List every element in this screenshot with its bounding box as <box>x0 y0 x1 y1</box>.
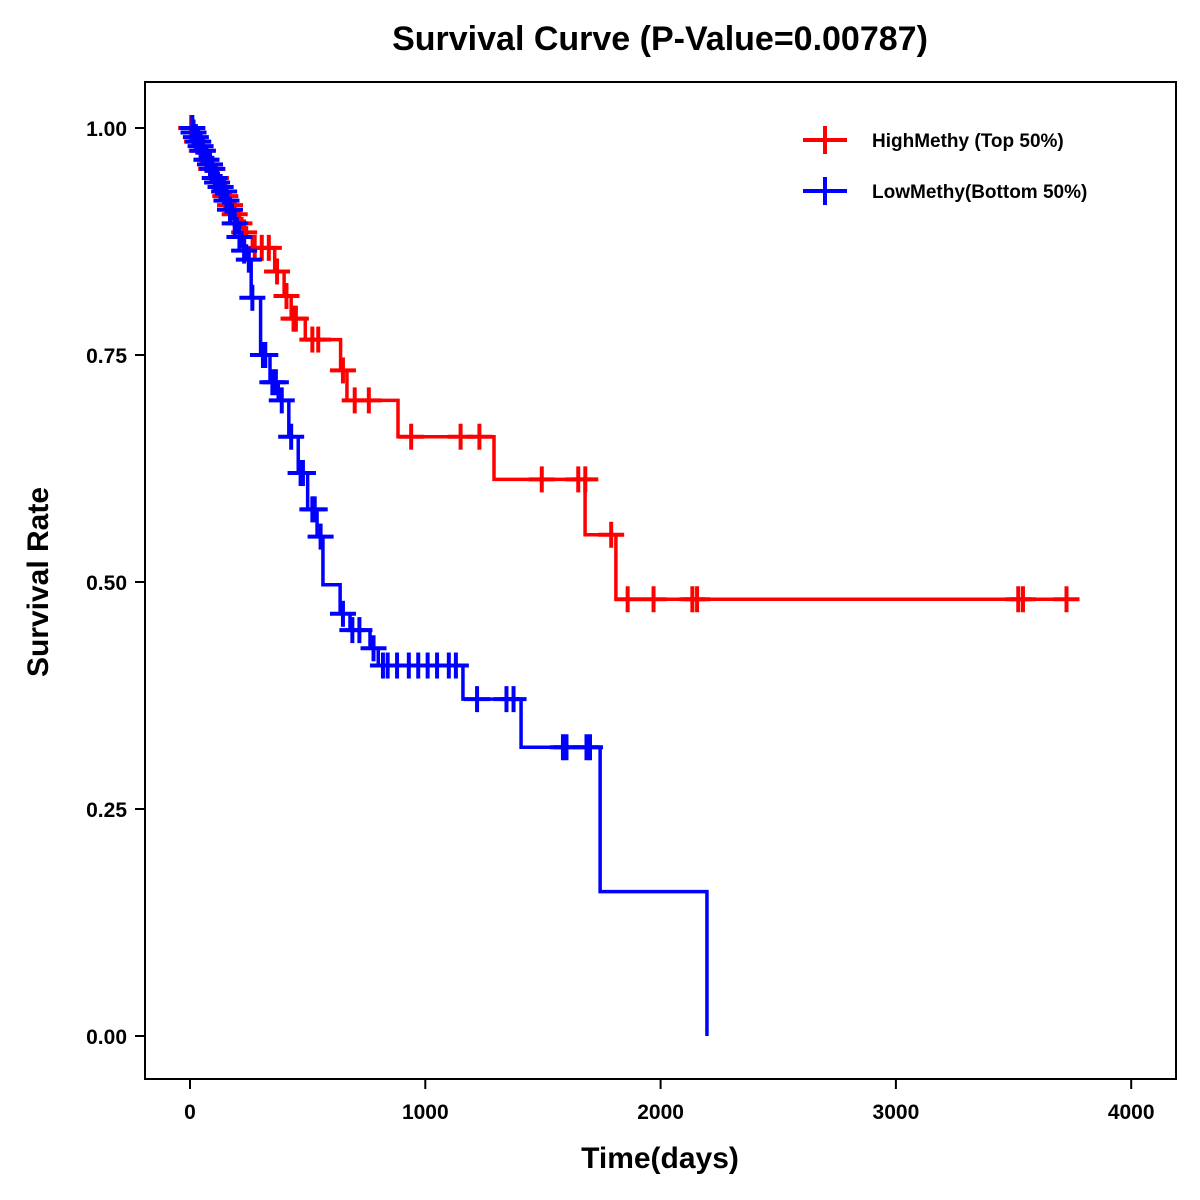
legend-label: LowMethy(Bottom 50%) <box>872 182 1087 203</box>
x-tick-label: 1000 <box>402 1101 449 1124</box>
legend-item: LowMethy(Bottom 50%) <box>803 177 1087 205</box>
x-tick-label: 3000 <box>873 1101 920 1124</box>
x-tick-label: 4000 <box>1108 1101 1155 1124</box>
x-axis-title: Time(days) <box>581 1142 739 1175</box>
y-tick-label: 0.25 <box>86 799 127 822</box>
series-lowmethy <box>179 115 709 1036</box>
x-axis: 0 1000 2000 3000 4000 <box>184 1079 1155 1124</box>
legend: HighMethy (Top 50%) LowMethy(Bottom 50%) <box>803 126 1087 205</box>
chart-title: Survival Curve (P-Value=0.00787) <box>392 20 928 58</box>
plot-frame <box>144 81 1177 1080</box>
x-tick-label: 0 <box>184 1101 196 1124</box>
x-tick-label: 2000 <box>637 1101 684 1124</box>
legend-label: HighMethy (Top 50%) <box>872 131 1064 152</box>
y-tick-label: 1.00 <box>86 118 127 141</box>
y-tick-label: 0.00 <box>86 1026 127 1049</box>
y-axis-title: Survival Rate <box>22 487 55 677</box>
series-layer <box>178 115 1080 1036</box>
survival-step-line <box>190 126 709 1036</box>
y-tick-label: 0.50 <box>86 572 127 595</box>
y-tick-label: 0.75 <box>86 345 127 368</box>
y-axis: 0.00 0.25 0.50 0.75 1.00 <box>86 118 145 1049</box>
legend-item: HighMethy (Top 50%) <box>803 126 1064 154</box>
